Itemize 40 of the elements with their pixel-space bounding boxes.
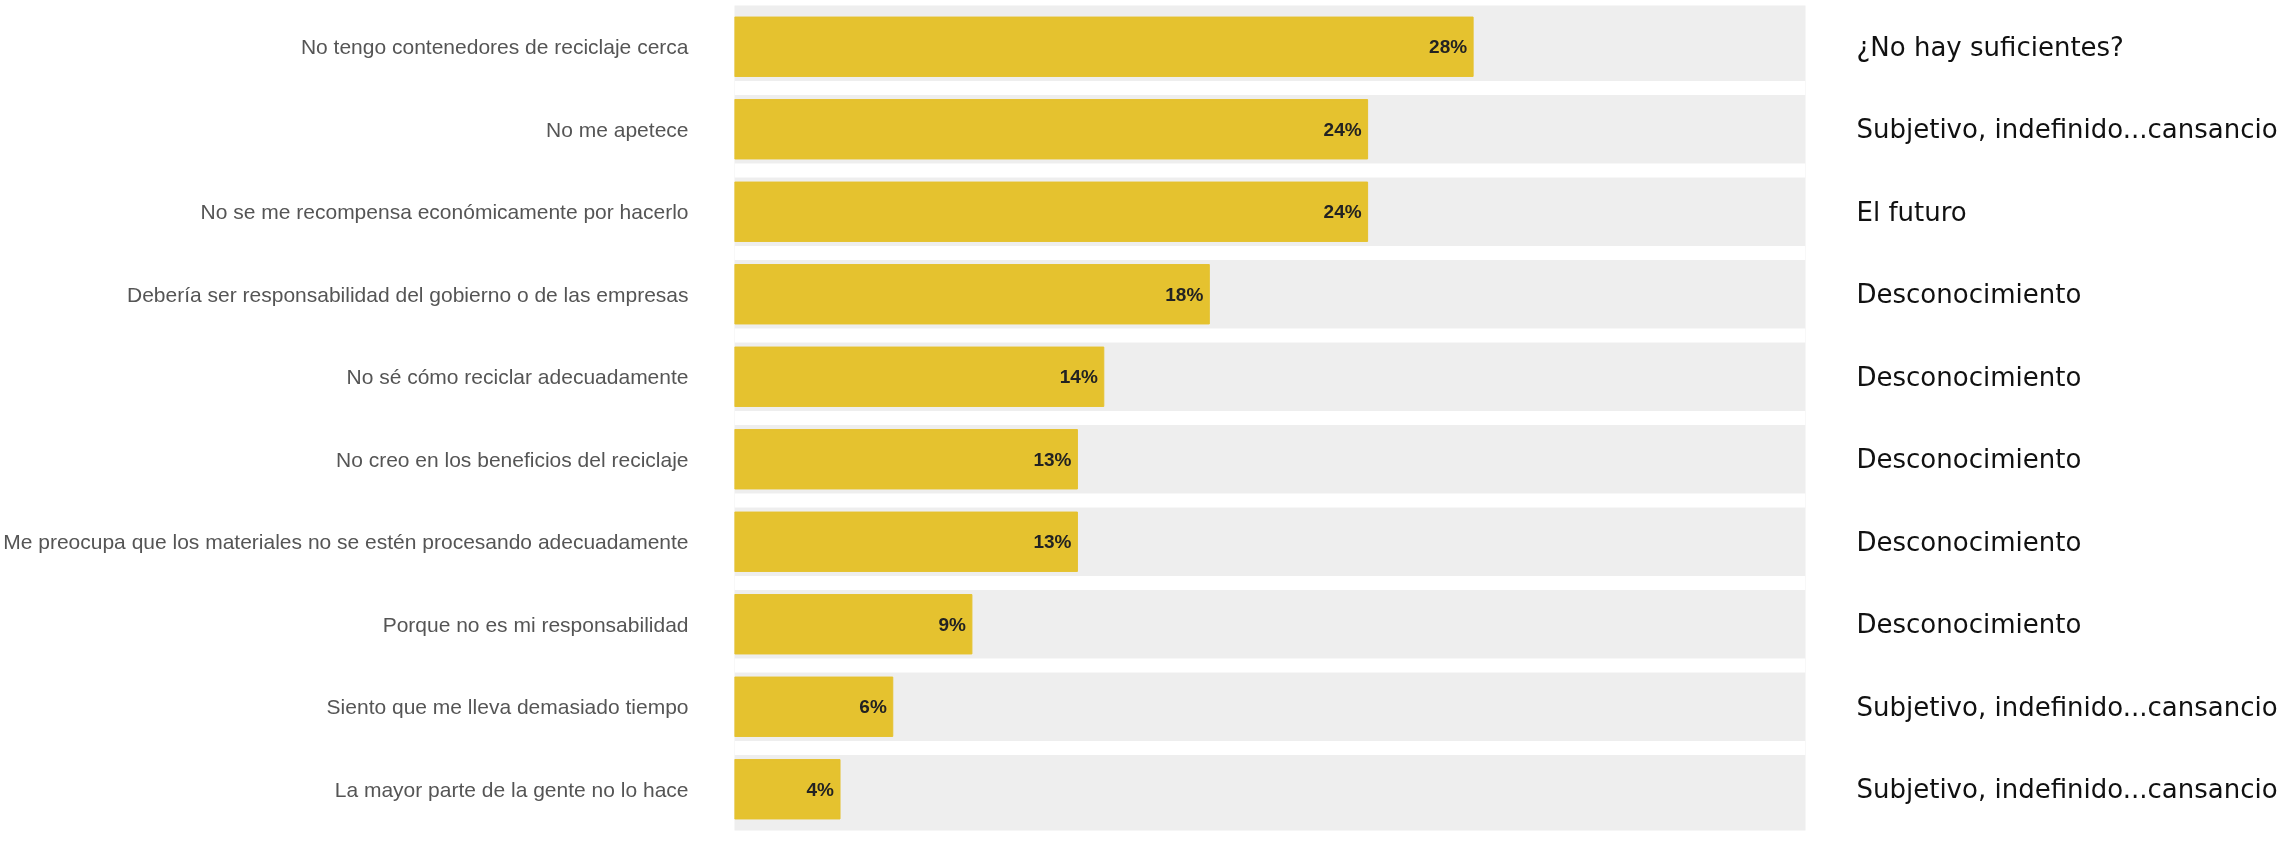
bar [734, 346, 1105, 407]
data-label: 9% [938, 613, 967, 635]
text: Subjetivo, indefinido...cansancio [1856, 774, 2278, 805]
data-label: 4% [806, 778, 835, 800]
data-label: 18% [1165, 283, 1204, 305]
y-tick-label: Me preocupa que los materiales no se estén procesando adecuadamente [3, 530, 689, 554]
bar [734, 594, 973, 655]
y-tick-label: No me apetece [546, 117, 689, 141]
y-tick-label: No tengo contenedores de reciclaje cerca [300, 35, 689, 59]
text: Desconocimiento [1856, 279, 2082, 310]
y-tick-label: Porque no es mi responsabilidad [382, 612, 689, 636]
bar [734, 759, 841, 820]
bar [734, 511, 1078, 572]
text: Desconocimiento [1856, 609, 2082, 640]
y-tick-label: Siento que me lleva demasiado tiempo [326, 695, 689, 719]
bar [734, 181, 1369, 242]
data-label: 24% [1323, 118, 1362, 140]
bar [734, 99, 1369, 160]
data-label: 13% [1033, 531, 1072, 553]
text: Subjetivo, indefinido...cansancio [1856, 114, 2278, 145]
text: El futuro [1856, 196, 1967, 227]
data-label: 6% [859, 696, 887, 718]
data-label: 24% [1323, 201, 1362, 223]
text: ¿No hay suficientes? [1856, 31, 2124, 62]
y-tick-label: La mayor parte de la gente no lo hace [334, 777, 689, 801]
bar [734, 16, 1474, 77]
data-label: 28% [1429, 36, 1468, 58]
y-tick-label: No sé cómo reciclar adecuadamente [346, 365, 689, 389]
bar [734, 429, 1078, 490]
text: Desconocimiento [1856, 361, 2082, 392]
y-tick-label: No se me recompensa económicamente por hacerlo [200, 200, 689, 224]
bar [734, 264, 1210, 325]
text: Desconocimiento [1856, 444, 2082, 475]
y-tick-label: Debería ser responsabilidad del gobierno o de las empresas [127, 282, 689, 306]
y-tick-label: No creo en los beneficios del reciclaje [335, 447, 689, 471]
data-label: 14% [1059, 366, 1098, 388]
text: Subjetivo, indefinido...cansancio [1856, 691, 2278, 722]
bar [734, 676, 894, 737]
data-label: 13% [1033, 448, 1072, 470]
text: Desconocimiento [1856, 526, 2082, 557]
